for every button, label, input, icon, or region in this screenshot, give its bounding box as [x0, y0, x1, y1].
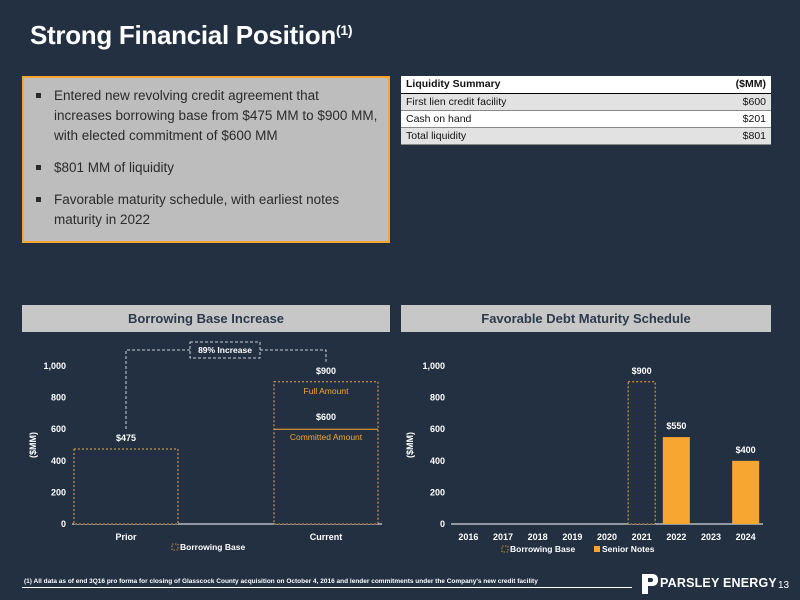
data-label-2022: $550 — [666, 421, 686, 431]
bullet-item: Favorable maturity schedule, with earlie… — [34, 190, 378, 230]
data-label-committed: $600 — [316, 412, 336, 422]
y-tick-label: 0 — [61, 519, 66, 529]
committed-amount-label: Committed Amount — [290, 432, 363, 442]
data-label-current: $900 — [316, 366, 336, 376]
bar-senior-notes-2022 — [662, 437, 690, 524]
full-amount-label: Full Amount — [304, 386, 350, 396]
logo-text: PARSLEY ENERGY — [660, 576, 777, 590]
footer-divider — [22, 587, 632, 588]
bar-borrowing-base-2021 — [627, 381, 656, 525]
x-tick-label: 2016 — [458, 532, 478, 542]
legend-swatch-borrowing-base — [171, 543, 179, 551]
legend-label-borrowing-base: Borrowing Base — [510, 544, 575, 554]
row-label: Total liquidity — [401, 127, 672, 145]
liquidity-summary-table: Liquidity Summary ($MM) First lien credi… — [401, 76, 771, 145]
borrowing-base-header: Borrowing Base Increase — [22, 305, 390, 332]
bullet-item: $801 MM of liquidity — [34, 158, 378, 178]
bullet-item: Entered new revolving credit agreement t… — [34, 86, 378, 146]
page-number: 13 — [778, 580, 790, 591]
x-tick-label: 2023 — [701, 532, 721, 542]
y-tick-label: 0 — [440, 519, 445, 529]
y-tick-label: 600 — [430, 424, 445, 434]
legend-label-senior-notes: Senior Notes — [602, 544, 655, 554]
y-tick-label: 800 — [51, 393, 66, 403]
x-tick-label: 2017 — [493, 532, 513, 542]
table-row: Cash on hand $201 — [401, 110, 771, 128]
data-label-prior: $475 — [116, 433, 136, 443]
row-label: Cash on hand — [401, 110, 672, 128]
page-title: Strong Financial Position(1) — [30, 20, 353, 50]
row-value: $801 — [671, 127, 771, 145]
table-row: First lien credit facility $600 — [401, 93, 771, 111]
header-unit: ($MM) — [671, 76, 771, 94]
legend-swatch-senior-notes — [594, 546, 600, 552]
increase-label: 89% Increase — [198, 345, 252, 355]
y-tick-label: 200 — [430, 487, 445, 497]
y-tick-label: 400 — [51, 456, 66, 466]
x-tick-label: Prior — [115, 532, 137, 542]
highlights-panel: Entered new revolving credit agreement t… — [22, 76, 390, 243]
x-tick-label: Current — [310, 532, 343, 542]
parsley-energy-logo — [642, 574, 658, 594]
y-axis-label: ($MM) — [28, 432, 38, 458]
x-tick-label: 2021 — [632, 532, 652, 542]
data-label-2021: $900 — [632, 366, 652, 376]
debt-maturity-header: Favorable Debt Maturity Schedule — [401, 305, 771, 332]
x-tick-label: 2022 — [666, 532, 686, 542]
increase-box — [189, 341, 261, 359]
x-tick-label: 2024 — [736, 532, 756, 542]
x-tick-label: 2018 — [528, 532, 548, 542]
table-row: Total liquidity $801 — [401, 127, 771, 145]
header-label: Liquidity Summary — [401, 76, 672, 94]
y-tick-label: 400 — [430, 456, 445, 466]
x-tick-label: 2020 — [597, 532, 617, 542]
row-label: First lien credit facility — [401, 93, 672, 111]
y-axis-label: ($MM) — [405, 432, 415, 458]
table-header-row: Liquidity Summary ($MM) — [401, 76, 771, 94]
bar-prior — [73, 448, 179, 525]
y-tick-label: 1,000 — [422, 361, 445, 371]
bar-current — [273, 381, 379, 525]
increase-bracket-right — [260, 349, 327, 362]
data-label-2024: $400 — [736, 445, 756, 455]
y-tick-label: 1,000 — [43, 361, 66, 371]
debt-maturity-chart: 0 200 400 600 800 1,000 ($MM) 2016 2017 2018 2019 2… — [405, 361, 763, 554]
borrowing-base-chart: 0 200 400 600 800 1,000 ($MM) $475 $900 $600 Full … — [28, 341, 382, 552]
bar-senior-notes-2024 — [732, 460, 760, 524]
y-tick-label: 600 — [51, 424, 66, 434]
legend-swatch-borrowing-base — [501, 545, 509, 553]
row-value: $201 — [671, 110, 771, 128]
y-tick-label: 200 — [51, 487, 66, 497]
increase-bracket-left — [125, 349, 190, 429]
x-tick-label: 2019 — [562, 532, 582, 542]
y-tick-label: 800 — [430, 393, 445, 403]
row-value: $600 — [671, 93, 771, 111]
legend-label-borrowing-base: Borrowing Base — [180, 542, 245, 552]
footnote: (1) All data as of end 3Q16 pro forma fo… — [24, 578, 538, 585]
